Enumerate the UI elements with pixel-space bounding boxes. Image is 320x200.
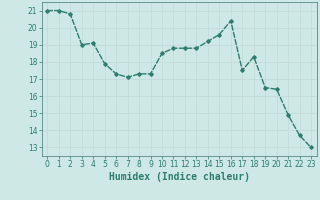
X-axis label: Humidex (Indice chaleur): Humidex (Indice chaleur) — [109, 172, 250, 182]
